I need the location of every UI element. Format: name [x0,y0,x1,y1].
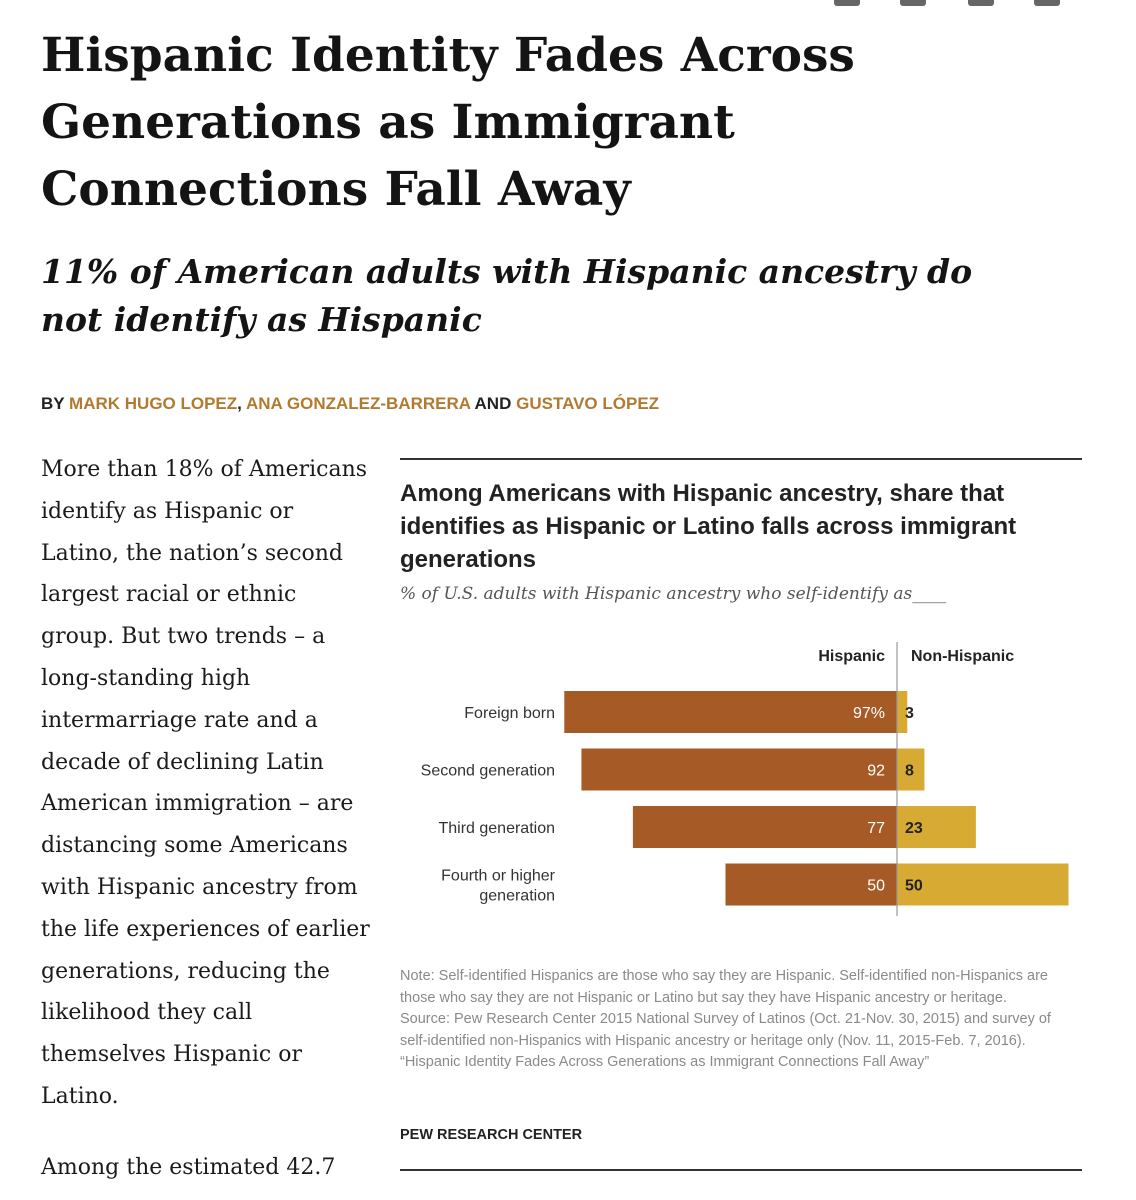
data-label-non-hispanic: 23 [905,820,923,837]
share-toolbar [834,0,1074,8]
byline: BY MARK HUGO LOPEZ, ANA GONZALEZ-BARRERA… [41,394,659,414]
bar-non-hispanic [897,748,925,791]
bar-non-hispanic [897,691,908,733]
byline-and: AND [474,394,512,413]
chart-top-rule [400,458,1082,460]
chart-notes: Note: Self-identified Hispanics are thos… [400,966,1080,1074]
chart-citation: “Hispanic Identity Fades Across Generati… [400,1054,930,1070]
facebook-icon[interactable] [834,0,860,6]
category-label: Third generation [438,820,555,837]
category-label: Foreign born [464,705,555,722]
bar-hispanic [725,863,897,906]
bar-hispanic [581,748,897,791]
article-headline: Hispanic Identity Fades Across Generatio… [41,28,855,217]
bar-non-hispanic [897,863,1069,906]
category-label: Second generation [421,763,555,780]
author-link[interactable]: ANA GONZALEZ-BARRERA [245,394,471,413]
legend-hispanic: Hispanic [818,648,885,665]
legend-non-hispanic: Non-Hispanic [911,648,1014,665]
article-paragraph: Among the estimated 42.7 [41,1155,336,1180]
author-link[interactable]: GUSTAVO LÓPEZ [516,394,660,413]
print-icon[interactable] [1034,0,1060,6]
category-label: Fourth or higher [441,868,556,885]
bar-chart: Hispanic Non-Hispanic Foreign born 97% 3 Seco… [421,642,1069,916]
article-subhead: 11% of American adults with Hispanic anc… [41,252,973,339]
data-label-hispanic: 50 [867,878,885,895]
data-label-non-hispanic: 50 [905,878,923,895]
chart-note: Note: Self-identified Hispanics are thos… [400,968,1048,1006]
bar-hispanic [564,691,897,733]
linkedin-icon[interactable] [968,0,994,6]
data-label-non-hispanic: 8 [905,763,914,780]
category-label: generation [479,888,555,905]
bar-hispanic [632,806,897,848]
data-label-hispanic: 77 [867,820,885,837]
twitter-icon[interactable] [900,0,926,6]
pew-credit: PEW RESEARCH CENTER [400,1127,583,1143]
chart-title: Among Americans with Hispanic ancestry, … [400,480,1017,573]
author-link[interactable]: MARK HUGO LOPEZ [69,394,238,413]
data-label-hispanic: 97% [853,705,885,722]
article-paragraph: More than 18% of Americans identify as H… [41,457,370,1109]
chart-source: Source: Pew Research Center 2015 Nationa… [400,1011,1051,1049]
chart-subtitle: % of U.S. adults with Hispanic ancestry … [400,584,947,604]
bar-non-hispanic [897,806,976,848]
byline-separator: , [237,394,242,413]
chart-bottom-rule [400,1169,1082,1171]
byline-by: BY [41,394,65,413]
data-label-hispanic: 92 [867,763,885,780]
data-label-non-hispanic: 3 [905,705,914,722]
